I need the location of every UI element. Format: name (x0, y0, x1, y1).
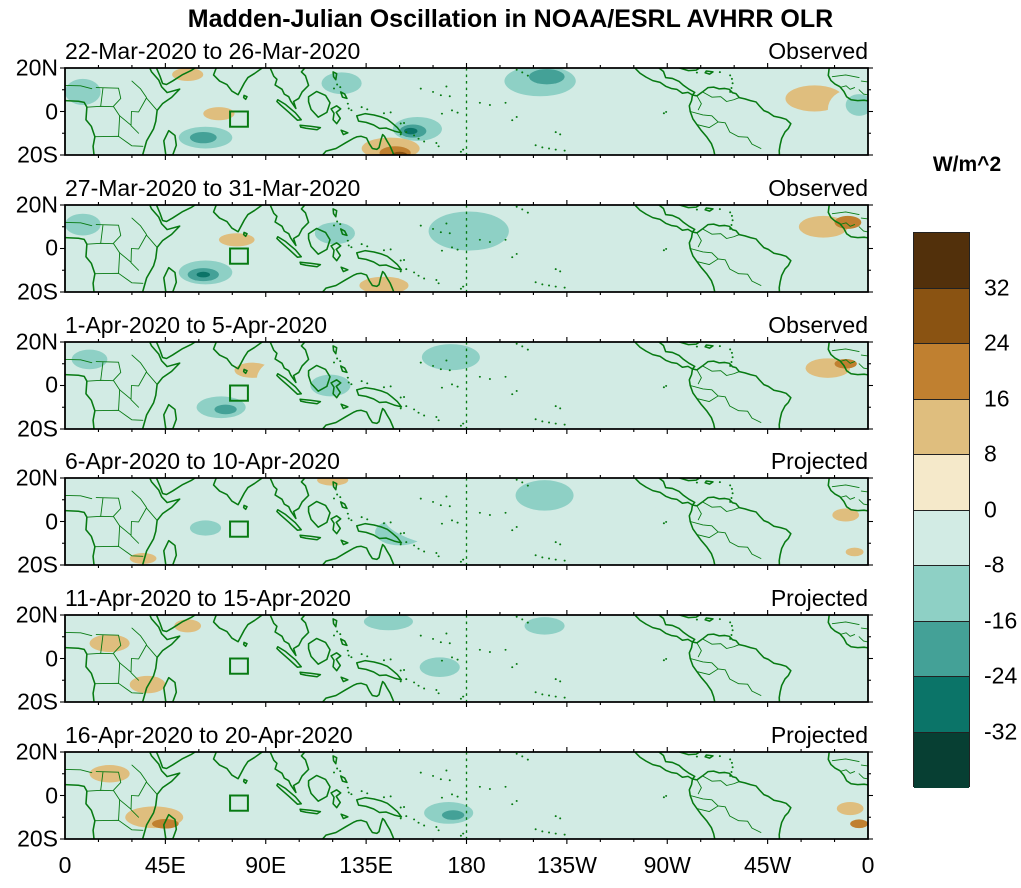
panel-header: 6-Apr-2020 to 10-Apr-2020 Projected (65, 446, 868, 476)
panel-date-range: 1-Apr-2020 to 5-Apr-2020 (65, 311, 328, 338)
panel-status-label: Observed (768, 38, 868, 64)
panel-date-range: 22-Mar-2020 to 26-Mar-2020 (65, 38, 361, 64)
x-axis-tick-label: 135E (339, 852, 393, 878)
x-axis-tick-label: 135W (536, 852, 597, 878)
y-axis-tick-label: 20S (17, 688, 58, 715)
colorbar-cell (914, 566, 969, 622)
y-axis-tick-label: 20S (17, 825, 58, 852)
colorbar-tick-label: -8 (984, 551, 1005, 578)
panel-header: 1-Apr-2020 to 5-Apr-2020 Observed (65, 310, 868, 340)
index-region-box (229, 110, 249, 128)
y-axis-tick-label: 0 (45, 98, 58, 124)
colorbar-cell (914, 621, 969, 677)
x-axis-tick-label: 45W (743, 852, 792, 878)
x-axis-tick-label: 90W (643, 852, 691, 878)
panel-header: 16-Apr-2020 to 20-Apr-2020 Projected (65, 720, 868, 750)
x-axis-tick-label: 0 (58, 852, 72, 878)
colorbar (913, 232, 970, 788)
panel-status-label: Projected (770, 585, 868, 612)
panel-header: 11-Apr-2020 to 15-Apr-2020 Projected (65, 583, 868, 613)
panel-status-label: Projected (770, 448, 868, 475)
y-axis-tick-label: 20N (15, 738, 58, 765)
colorbar-tick-label: 24 (984, 329, 1010, 356)
y-axis-tick-label: 20N (15, 328, 58, 355)
y-axis-tick-label: 20S (17, 141, 58, 168)
panel-date-range: 16-Apr-2020 to 20-Apr-2020 (65, 722, 353, 748)
index-region-box (229, 384, 249, 402)
panel-date-range: 6-Apr-2020 to 10-Apr-2020 (65, 448, 340, 475)
y-axis-tick-label: 20N (15, 54, 58, 81)
olr-map-panel (60, 746, 873, 845)
colorbar-tick-label: -24 (984, 662, 1018, 689)
colorbar-tick-label: 0 (984, 496, 997, 522)
y-axis-tick-label: 20S (17, 551, 58, 578)
y-axis-tick-label: 20N (15, 601, 58, 628)
colorbar-tick-label: -32 (984, 718, 1018, 744)
colorbar-cell (914, 233, 969, 289)
colorbar-tick-label: 32 (984, 274, 1010, 300)
figure-title: Madden-Julian Oscillation in NOAA/ESRL A… (187, 5, 834, 33)
panel-status-label: Observed (768, 174, 868, 201)
index-region-box (229, 520, 249, 539)
colorbar-cell (914, 399, 969, 455)
colorbar-cell (914, 732, 969, 788)
index-region-box (229, 247, 249, 265)
olr-map-panel (60, 62, 873, 161)
x-axis-tick-label: 180 (447, 852, 486, 878)
colorbar-cell (914, 510, 969, 566)
y-axis-tick-label: 0 (45, 782, 58, 808)
x-axis-tick-label: 0 (861, 852, 875, 878)
index-region-box (229, 794, 249, 812)
colorbar-units-label: W/m^2 (932, 153, 1002, 176)
colorbar-tick-label: 8 (984, 440, 997, 467)
x-axis-tick-label: 90E (245, 852, 287, 878)
panel-status-label: Projected (770, 722, 868, 748)
colorbar-tick-label: 16 (984, 385, 1010, 411)
panel-header: 27-Mar-2020 to 31-Mar-2020 Observed (65, 173, 868, 203)
y-axis-tick-label: 0 (45, 508, 58, 535)
olr-map-panel (60, 199, 873, 297)
colorbar-cell (914, 344, 969, 400)
colorbar-cell (914, 677, 969, 733)
y-axis-tick-label: 20N (15, 464, 58, 491)
colorbar-cell (914, 288, 969, 344)
olr-map-panel (60, 473, 873, 571)
panel-date-range: 27-Mar-2020 to 31-Mar-2020 (65, 174, 361, 201)
y-axis-tick-label: 0 (45, 234, 58, 261)
panel-status-label: Observed (768, 311, 868, 338)
olr-map-panel (60, 610, 873, 708)
olr-map-panel (60, 336, 873, 434)
index-region-box (229, 657, 249, 675)
y-axis-tick-label: 0 (45, 371, 58, 398)
x-axis-tick-label: 45E (144, 852, 186, 878)
colorbar-tick-label: -16 (984, 607, 1018, 633)
y-axis-tick-label: 0 (45, 645, 58, 672)
panel-date-range: 11-Apr-2020 to 15-Apr-2020 (65, 585, 351, 612)
y-axis-tick-label: 20S (17, 415, 58, 442)
y-axis-tick-label: 20S (17, 278, 58, 305)
y-axis-tick-label: 20N (15, 191, 58, 218)
colorbar-cell (914, 455, 969, 511)
panel-header: 22-Mar-2020 to 26-Mar-2020 Observed (65, 36, 868, 66)
